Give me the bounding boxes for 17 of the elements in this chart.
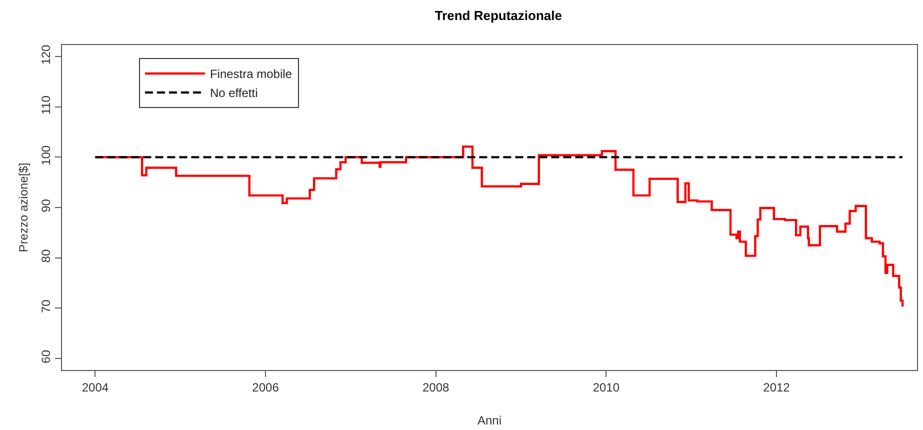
chart-title: Trend Reputazionale xyxy=(434,8,562,23)
x-tick-label: 2012 xyxy=(763,380,790,394)
y-tick-label: 60 xyxy=(39,350,54,364)
y-tick-label: 100 xyxy=(39,145,54,166)
y-tick-label: 80 xyxy=(39,249,54,263)
legend-label: Finestra mobile xyxy=(210,67,292,82)
x-tick-label: 2004 xyxy=(82,380,109,394)
y-tick-label: 70 xyxy=(39,299,54,313)
legend-label: No effetti xyxy=(210,86,258,100)
y-axis-title: Prezzo azione[$] xyxy=(16,162,30,252)
x-tick-label: 2006 xyxy=(252,380,280,394)
y-tick-label: 120 xyxy=(39,44,54,65)
x-tick-label: 2008 xyxy=(422,380,450,394)
y-tick-label: 110 xyxy=(39,95,54,115)
x-tick-label: 2010 xyxy=(592,380,620,394)
y-tick-label: 90 xyxy=(39,198,54,212)
x-axis-title: Anni xyxy=(477,413,502,428)
